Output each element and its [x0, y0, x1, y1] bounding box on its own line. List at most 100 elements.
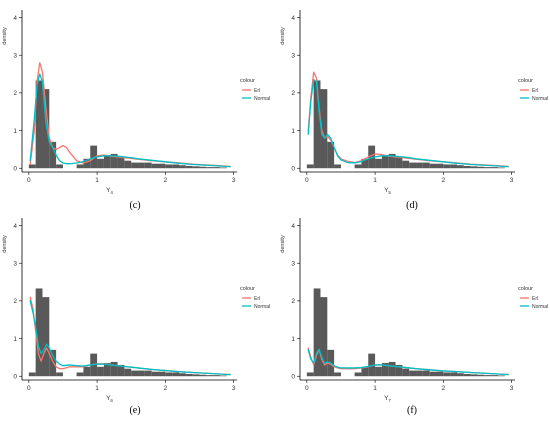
- x-tick-label: 1: [373, 385, 377, 392]
- y-tick-label: 2: [13, 298, 17, 305]
- x-axis-label-main: Y: [384, 187, 389, 194]
- histogram: [306, 80, 505, 169]
- histogram-bar: [103, 363, 111, 377]
- y-tick-label: 2: [291, 298, 295, 305]
- histogram-bar: [484, 167, 492, 169]
- histogram-bar: [388, 153, 396, 169]
- histogram-bar: [416, 162, 423, 169]
- histogram-bar: [320, 89, 328, 169]
- histogram-bar: [388, 361, 396, 377]
- histogram-bar: [484, 375, 492, 377]
- histogram-bar: [429, 371, 437, 377]
- histogram-bar: [368, 353, 376, 377]
- histogram-bar: [165, 164, 173, 169]
- x-tick-label: 3: [510, 177, 514, 184]
- histogram-bar: [477, 166, 485, 169]
- histogram-bar: [375, 366, 382, 377]
- histogram-bar: [219, 375, 227, 377]
- x-axis-label-main: Y: [106, 187, 111, 194]
- x-axis-label: Y4: [106, 187, 113, 195]
- histogram-bar: [28, 372, 36, 377]
- panel-label: (e): [129, 405, 140, 416]
- chart-panel-2: 0 1 2 3 4 0 1 2 3 density Y5 colour Erl Normal (d): [280, 10, 548, 211]
- y-tick-label: 4: [13, 15, 17, 22]
- histogram-bar: [28, 164, 36, 169]
- histogram-bar: [477, 374, 485, 377]
- legend: colour Erl Normal: [518, 78, 548, 102]
- histogram-bar: [443, 164, 451, 169]
- histogram-bar: [192, 374, 200, 377]
- histogram-bar: [219, 167, 227, 169]
- x-tick-label: 2: [442, 385, 446, 392]
- x-tick-label: 0: [305, 177, 309, 184]
- x-axis-label-subscript: 5: [388, 190, 391, 195]
- x-tick-label: 3: [232, 385, 236, 392]
- y-axis-label: density: [2, 235, 8, 253]
- histogram-bar: [456, 373, 464, 377]
- histogram-bar: [76, 372, 84, 377]
- y-tick-label: 1: [291, 336, 295, 343]
- histogram-bar: [497, 167, 505, 169]
- histogram-bar: [158, 371, 166, 377]
- histogram-bar: [97, 366, 104, 377]
- legend-label: Normal: [254, 304, 270, 310]
- histogram-bar: [409, 162, 417, 169]
- histogram-bar: [422, 162, 430, 169]
- histogram-bar: [375, 158, 382, 169]
- density-line-erl: [307, 71, 509, 167]
- histogram-bar: [192, 166, 200, 169]
- legend-label: Erl: [532, 88, 538, 94]
- histogram-bar: [35, 288, 43, 377]
- histogram-bar: [165, 372, 173, 377]
- histogram-bar: [178, 373, 186, 377]
- y-tick-label: 2: [13, 90, 17, 97]
- x-axis-label-main: Y: [384, 395, 389, 402]
- y-tick-label: 4: [13, 223, 17, 230]
- histogram-bar: [206, 375, 214, 377]
- histogram-bar: [144, 162, 152, 169]
- x-tick-label: 2: [164, 177, 168, 184]
- histogram-bar: [395, 364, 403, 377]
- y-tick-label: 0: [13, 374, 17, 381]
- x-tick-label: 1: [373, 177, 377, 184]
- density-line-normal: [29, 300, 231, 376]
- histogram-bar: [83, 366, 91, 377]
- x-axis-label: Y7: [384, 395, 391, 403]
- x-tick-label: 3: [232, 177, 236, 184]
- y-tick-label: 3: [13, 261, 17, 268]
- histogram-bar: [42, 297, 50, 377]
- x-tick-label: 2: [442, 177, 446, 184]
- panel-label: (c): [129, 200, 140, 211]
- histogram-bar: [124, 160, 132, 169]
- histogram-bar: [306, 372, 314, 377]
- y-tick-label: 1: [13, 128, 17, 135]
- histogram-bar: [402, 368, 410, 377]
- x-axis-label-main: Y: [106, 395, 111, 402]
- histogram-bar: [395, 156, 403, 169]
- x-tick-label: 0: [305, 385, 309, 392]
- legend-label: Normal: [254, 96, 270, 102]
- histogram-bar: [470, 374, 478, 377]
- histogram-bar: [117, 364, 125, 377]
- histogram-bar: [313, 288, 321, 377]
- x-tick-label: 0: [27, 385, 31, 392]
- histogram-bar: [334, 164, 341, 169]
- histogram-bar: [56, 164, 63, 169]
- histogram-bar: [178, 165, 186, 169]
- x-tick-label: 1: [95, 177, 99, 184]
- histogram-bar: [450, 164, 457, 169]
- histogram-bar: [497, 375, 505, 377]
- density-line-normal: [29, 73, 231, 168]
- histogram-bar: [172, 164, 179, 169]
- y-tick-label: 3: [13, 53, 17, 60]
- histogram-bar: [213, 375, 220, 377]
- panel-label: (d): [406, 200, 418, 211]
- histogram-bar: [76, 164, 84, 169]
- histogram-bar: [470, 166, 478, 169]
- histogram-bar: [56, 372, 63, 377]
- histogram-bar: [416, 370, 423, 377]
- histogram-bar: [306, 164, 314, 169]
- histogram-bar: [450, 372, 457, 377]
- legend-label: Erl: [254, 296, 260, 302]
- x-tick-label: 3: [510, 385, 514, 392]
